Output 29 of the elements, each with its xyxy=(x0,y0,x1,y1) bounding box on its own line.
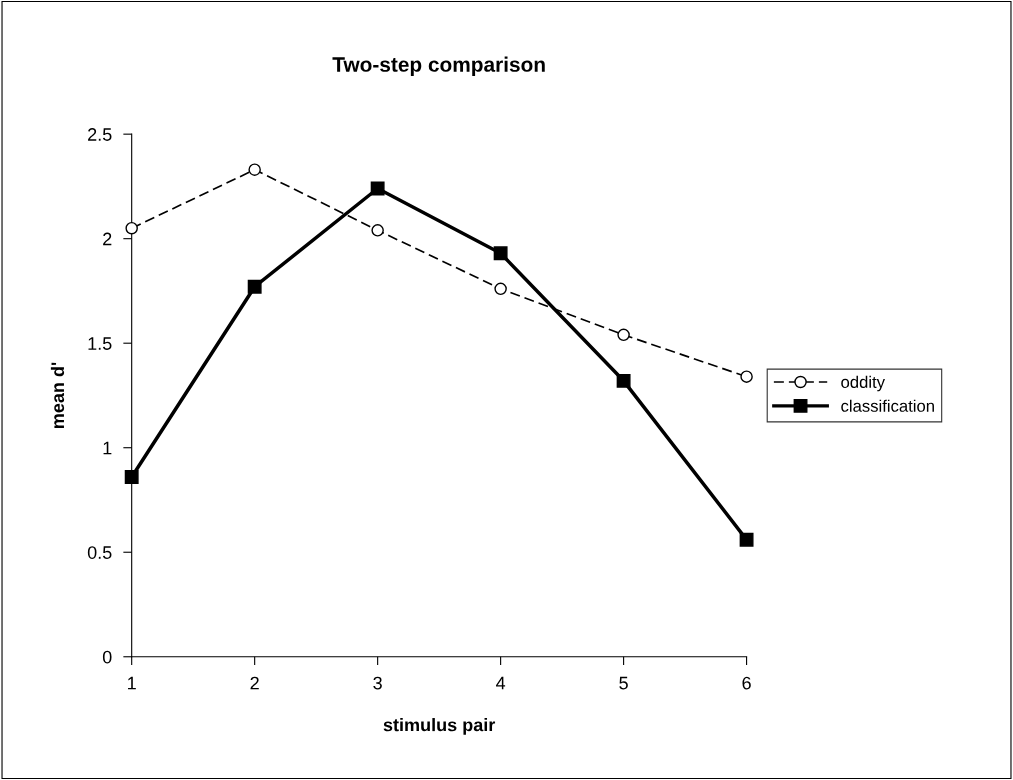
point xyxy=(371,224,384,237)
point xyxy=(494,282,507,296)
point xyxy=(247,279,262,294)
x-tick-label: 5 xyxy=(619,676,628,690)
point xyxy=(617,328,630,342)
chart-title: Two-step comparison xyxy=(332,56,545,76)
legend-label: oddity xyxy=(841,375,885,392)
legend-label: classification xyxy=(841,399,934,412)
point xyxy=(616,373,631,388)
y-tick-label: 0 xyxy=(102,650,112,664)
point xyxy=(740,370,753,383)
x-tick-label: 2 xyxy=(250,676,259,690)
point xyxy=(248,163,261,176)
x-tick-label: 1 xyxy=(128,676,136,690)
point xyxy=(124,470,139,484)
x-tick-label: 3 xyxy=(373,676,382,690)
x-tick-label: 6 xyxy=(742,676,751,690)
y-tick-label: 2 xyxy=(103,232,112,246)
y-tick-label: 0.5 xyxy=(87,546,112,559)
point xyxy=(739,532,754,547)
x-axis-title: stimulus pair xyxy=(383,718,496,735)
point xyxy=(370,181,385,196)
point xyxy=(493,246,508,261)
x-tick-label: 4 xyxy=(496,676,506,690)
y-tick-label: 1 xyxy=(103,441,112,455)
point xyxy=(125,221,138,235)
y-tick-label: 1.5 xyxy=(88,337,112,350)
y-axis-title: mean d' xyxy=(50,362,65,429)
y-tick-label: 2.5 xyxy=(88,128,112,141)
